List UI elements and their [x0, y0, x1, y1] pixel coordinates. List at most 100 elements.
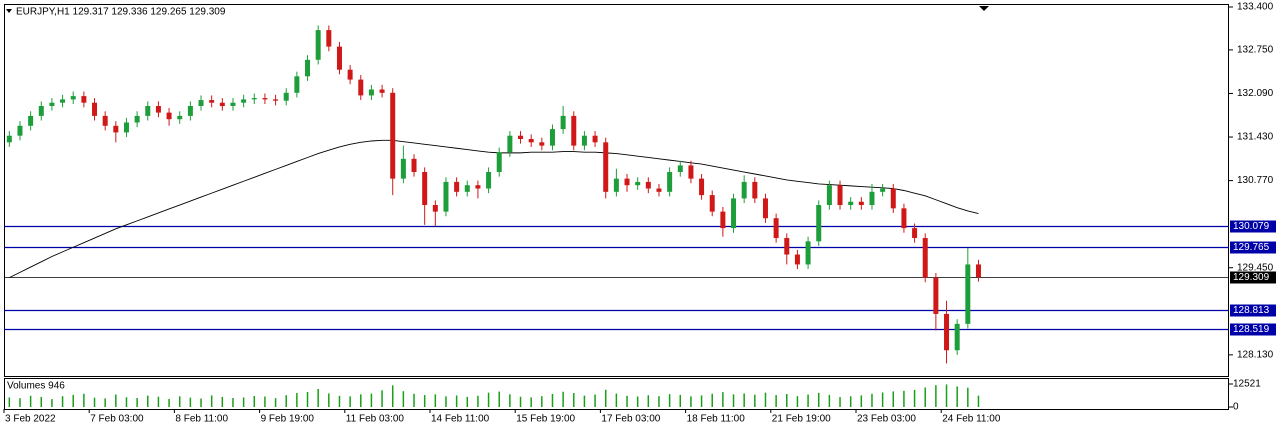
candle-body: [262, 98, 268, 100]
candle-body: [230, 102, 236, 107]
candle-body: [880, 188, 886, 192]
candle-body: [869, 191, 875, 206]
candle-body: [624, 178, 630, 186]
candle-body: [241, 99, 247, 103]
level-label-box: [1230, 323, 1276, 336]
candle-body: [699, 178, 705, 196]
candle-body: [411, 158, 417, 173]
candle-body: [571, 115, 577, 146]
y-tick-label: 133.400: [1237, 2, 1274, 13]
x-tick-label: 17 Feb 03:00: [601, 414, 660, 425]
candle-body: [113, 125, 119, 133]
shift-marker: [979, 6, 989, 11]
candle-body: [443, 181, 449, 212]
candle-body: [944, 313, 950, 351]
candle-body: [975, 264, 981, 278]
candle-body: [741, 181, 747, 199]
candle-body: [645, 181, 651, 189]
candle-body: [539, 142, 545, 146]
x-tick-label: 18 Feb 11:00: [687, 414, 746, 425]
candle-body: [347, 69, 353, 80]
candle-body: [123, 122, 129, 133]
candle-body: [283, 92, 289, 101]
last-price-box: [1230, 271, 1276, 284]
candle-body: [315, 30, 321, 60]
candle-body: [677, 165, 683, 173]
candle-body: [209, 100, 215, 103]
level-label: 128.519: [1233, 324, 1270, 335]
candle-body: [496, 152, 502, 173]
candle-body: [422, 172, 428, 206]
candle-body: [177, 115, 183, 120]
candle-body: [784, 238, 790, 255]
candle-body: [187, 106, 193, 116]
candle-body: [912, 228, 918, 239]
candle-body: [613, 178, 619, 192]
candle-body: [60, 99, 66, 103]
y-tick-label: 128.130: [1237, 350, 1274, 361]
candle-body: [656, 188, 662, 192]
x-tick-label: 7 Feb 03:00: [90, 414, 144, 425]
x-tick-label: 23 Feb 03:00: [857, 414, 916, 425]
candle-body: [28, 115, 34, 126]
level-label-box: [1230, 241, 1276, 254]
candle-body: [901, 208, 907, 229]
level-label: 129.765: [1233, 242, 1270, 253]
candle-body: [358, 79, 364, 96]
candle-body: [486, 172, 492, 189]
x-tick-label: 11 Feb 03:00: [346, 414, 405, 425]
candle-body: [794, 254, 800, 265]
candle-body: [390, 92, 396, 179]
candle-body: [294, 76, 300, 93]
candle-body: [145, 106, 151, 116]
candle-body: [890, 188, 896, 209]
candle-body: [560, 115, 566, 130]
candle-body: [336, 46, 342, 70]
candle-body: [166, 112, 172, 120]
candle-body: [102, 115, 108, 126]
level-label: 130.079: [1233, 221, 1270, 232]
y-tick-label: 132.750: [1237, 45, 1274, 56]
candle-body: [709, 195, 715, 212]
volume-tick-label: 0: [1233, 402, 1239, 413]
moving-average: [9, 139, 979, 279]
candle-body: [762, 198, 768, 219]
menu-triangle[interactable]: [6, 9, 12, 13]
candle-body: [581, 135, 587, 146]
price-pane: [4, 4, 1229, 377]
candle-body: [400, 158, 406, 179]
candle-body: [198, 100, 204, 107]
candle-body: [134, 115, 140, 123]
candle-body: [49, 102, 55, 107]
candle-body: [731, 198, 737, 229]
candle-body: [667, 172, 673, 192]
candle-body: [933, 277, 939, 314]
x-tick-label: 9 Feb 19:00: [261, 414, 315, 425]
candle-body: [720, 211, 726, 229]
candle-body: [837, 185, 843, 206]
x-tick-label: 14 Feb 11:00: [431, 414, 490, 425]
volume-title: Volumes 946: [7, 381, 65, 392]
candle-body: [81, 96, 87, 103]
level-label: 128.813: [1233, 305, 1270, 316]
candle-body: [92, 102, 98, 116]
candle-body: [507, 135, 513, 153]
candle-body: [922, 238, 928, 278]
candle-body: [70, 96, 76, 100]
x-tick-label: 15 Feb 19:00: [516, 414, 575, 425]
candle-body: [454, 181, 460, 192]
candle-body: [379, 89, 385, 93]
chart-title: EURJPY,H1 129.317 129.336 129.265 129.30…: [16, 7, 226, 18]
candle-body: [326, 30, 332, 47]
candle-body: [251, 98, 257, 100]
volume-tick-label: 12521: [1233, 379, 1261, 390]
y-tick-label: 132.090: [1237, 88, 1274, 99]
candle-body: [858, 201, 864, 206]
y-tick-label: 131.430: [1237, 132, 1274, 143]
candle-body: [635, 181, 641, 186]
candle-body: [805, 241, 811, 265]
candle-body: [688, 165, 694, 179]
candle-body: [475, 185, 481, 189]
